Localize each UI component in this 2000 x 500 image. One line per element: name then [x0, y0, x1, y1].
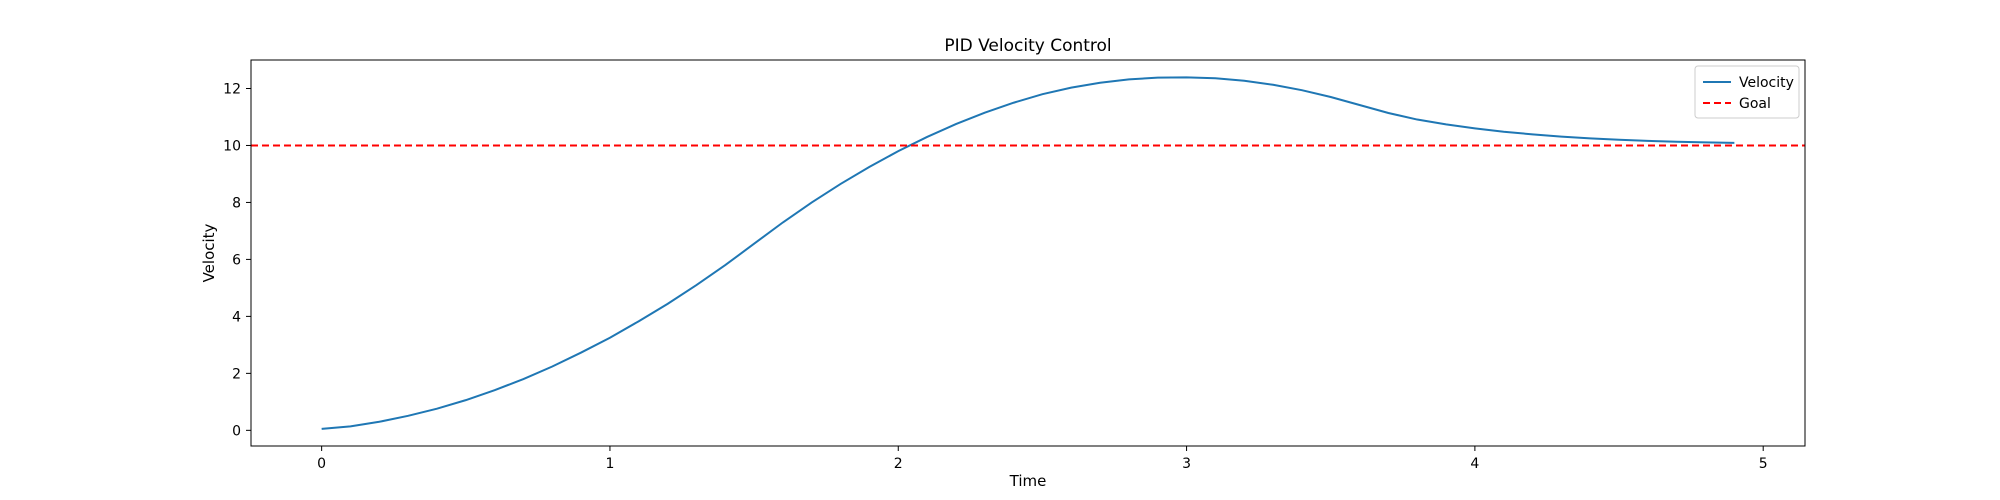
y-tick-label: 0: [232, 423, 241, 439]
y-tick-label: 6: [232, 252, 241, 268]
legend-label-goal: Goal: [1739, 96, 1771, 112]
y-tick-label: 12: [223, 81, 241, 97]
y-axis-label: Velocity: [200, 223, 218, 282]
legend-label-velocity: Velocity: [1739, 75, 1794, 91]
x-tick-label: 5: [1759, 456, 1768, 472]
x-axis-label: Time: [1009, 472, 1047, 490]
x-tick-label: 3: [1182, 456, 1191, 472]
legend: Velocity Goal: [1694, 65, 1800, 119]
x-tick-label: 1: [605, 456, 614, 472]
x-axis: 0 1 2 3 4 5: [317, 446, 1768, 472]
chart-title: PID Velocity Control: [944, 36, 1111, 56]
x-tick-label: 4: [1470, 456, 1479, 472]
x-tick-label: 0: [317, 456, 326, 472]
y-tick-label: 10: [223, 138, 241, 154]
velocity-line: [321, 76, 1735, 430]
y-tick-label: 2: [232, 366, 241, 382]
y-tick-label: 8: [232, 195, 241, 211]
plot-area: [251, 76, 1805, 430]
x-tick-label: 2: [894, 456, 903, 472]
y-tick-label: 4: [232, 309, 241, 325]
y-axis: 0 2 4 6 8 10 12: [223, 81, 251, 439]
axes-frame: [250, 59, 1806, 447]
legend-box: [1694, 65, 1800, 119]
